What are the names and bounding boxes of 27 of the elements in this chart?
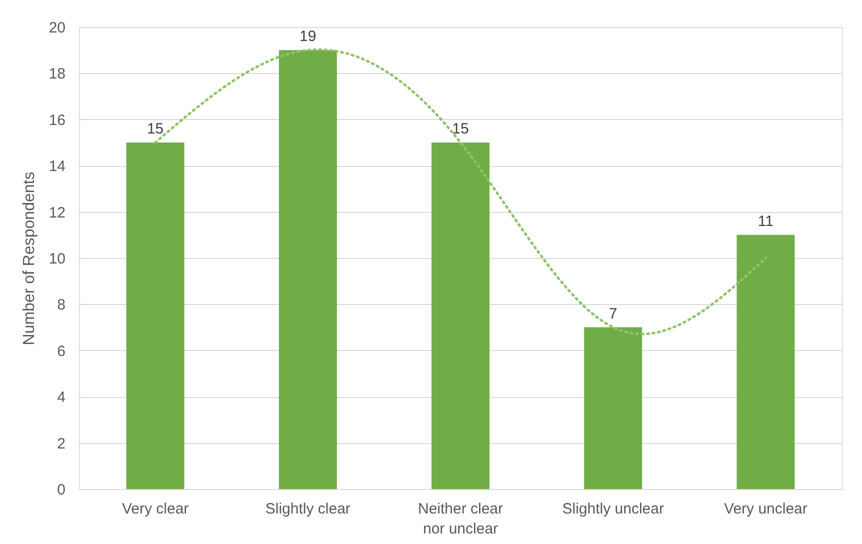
bar [736,234,795,489]
y-tick-label: 2 [57,435,66,452]
y-tick-label: 8 [57,296,66,314]
y-axis-title: Number of Respondents [20,172,38,346]
y-tick-label: 10 [48,250,66,268]
data-label: 7 [608,305,618,322]
bar [278,50,337,489]
x-tick-label: Very clear [122,500,189,518]
data-label: 19 [300,28,316,46]
y-tick-label: 18 [48,66,66,83]
y-tick-label: 4 [57,389,66,406]
bar [584,327,642,489]
data-label: 15 [146,120,164,138]
data-label: 11 [758,212,774,230]
y-tick-label: 20 [48,20,66,36]
x-tick-label: Slightly unclear [562,500,664,518]
x-tick-label: Neither clear nor unclear [418,500,504,538]
bar [126,142,184,489]
y-tick-label: 6 [57,342,66,360]
x-tick-label: Slightly clear [265,500,350,518]
bar [432,142,490,489]
y-tick-label: 12 [48,204,66,222]
y-tick-label: 0 [57,482,66,498]
y-tick-label: 16 [48,112,66,129]
y-tick-label: 14 [48,158,66,176]
data-label: 15 [452,120,469,138]
x-tick-label: Very unclear [724,500,808,518]
